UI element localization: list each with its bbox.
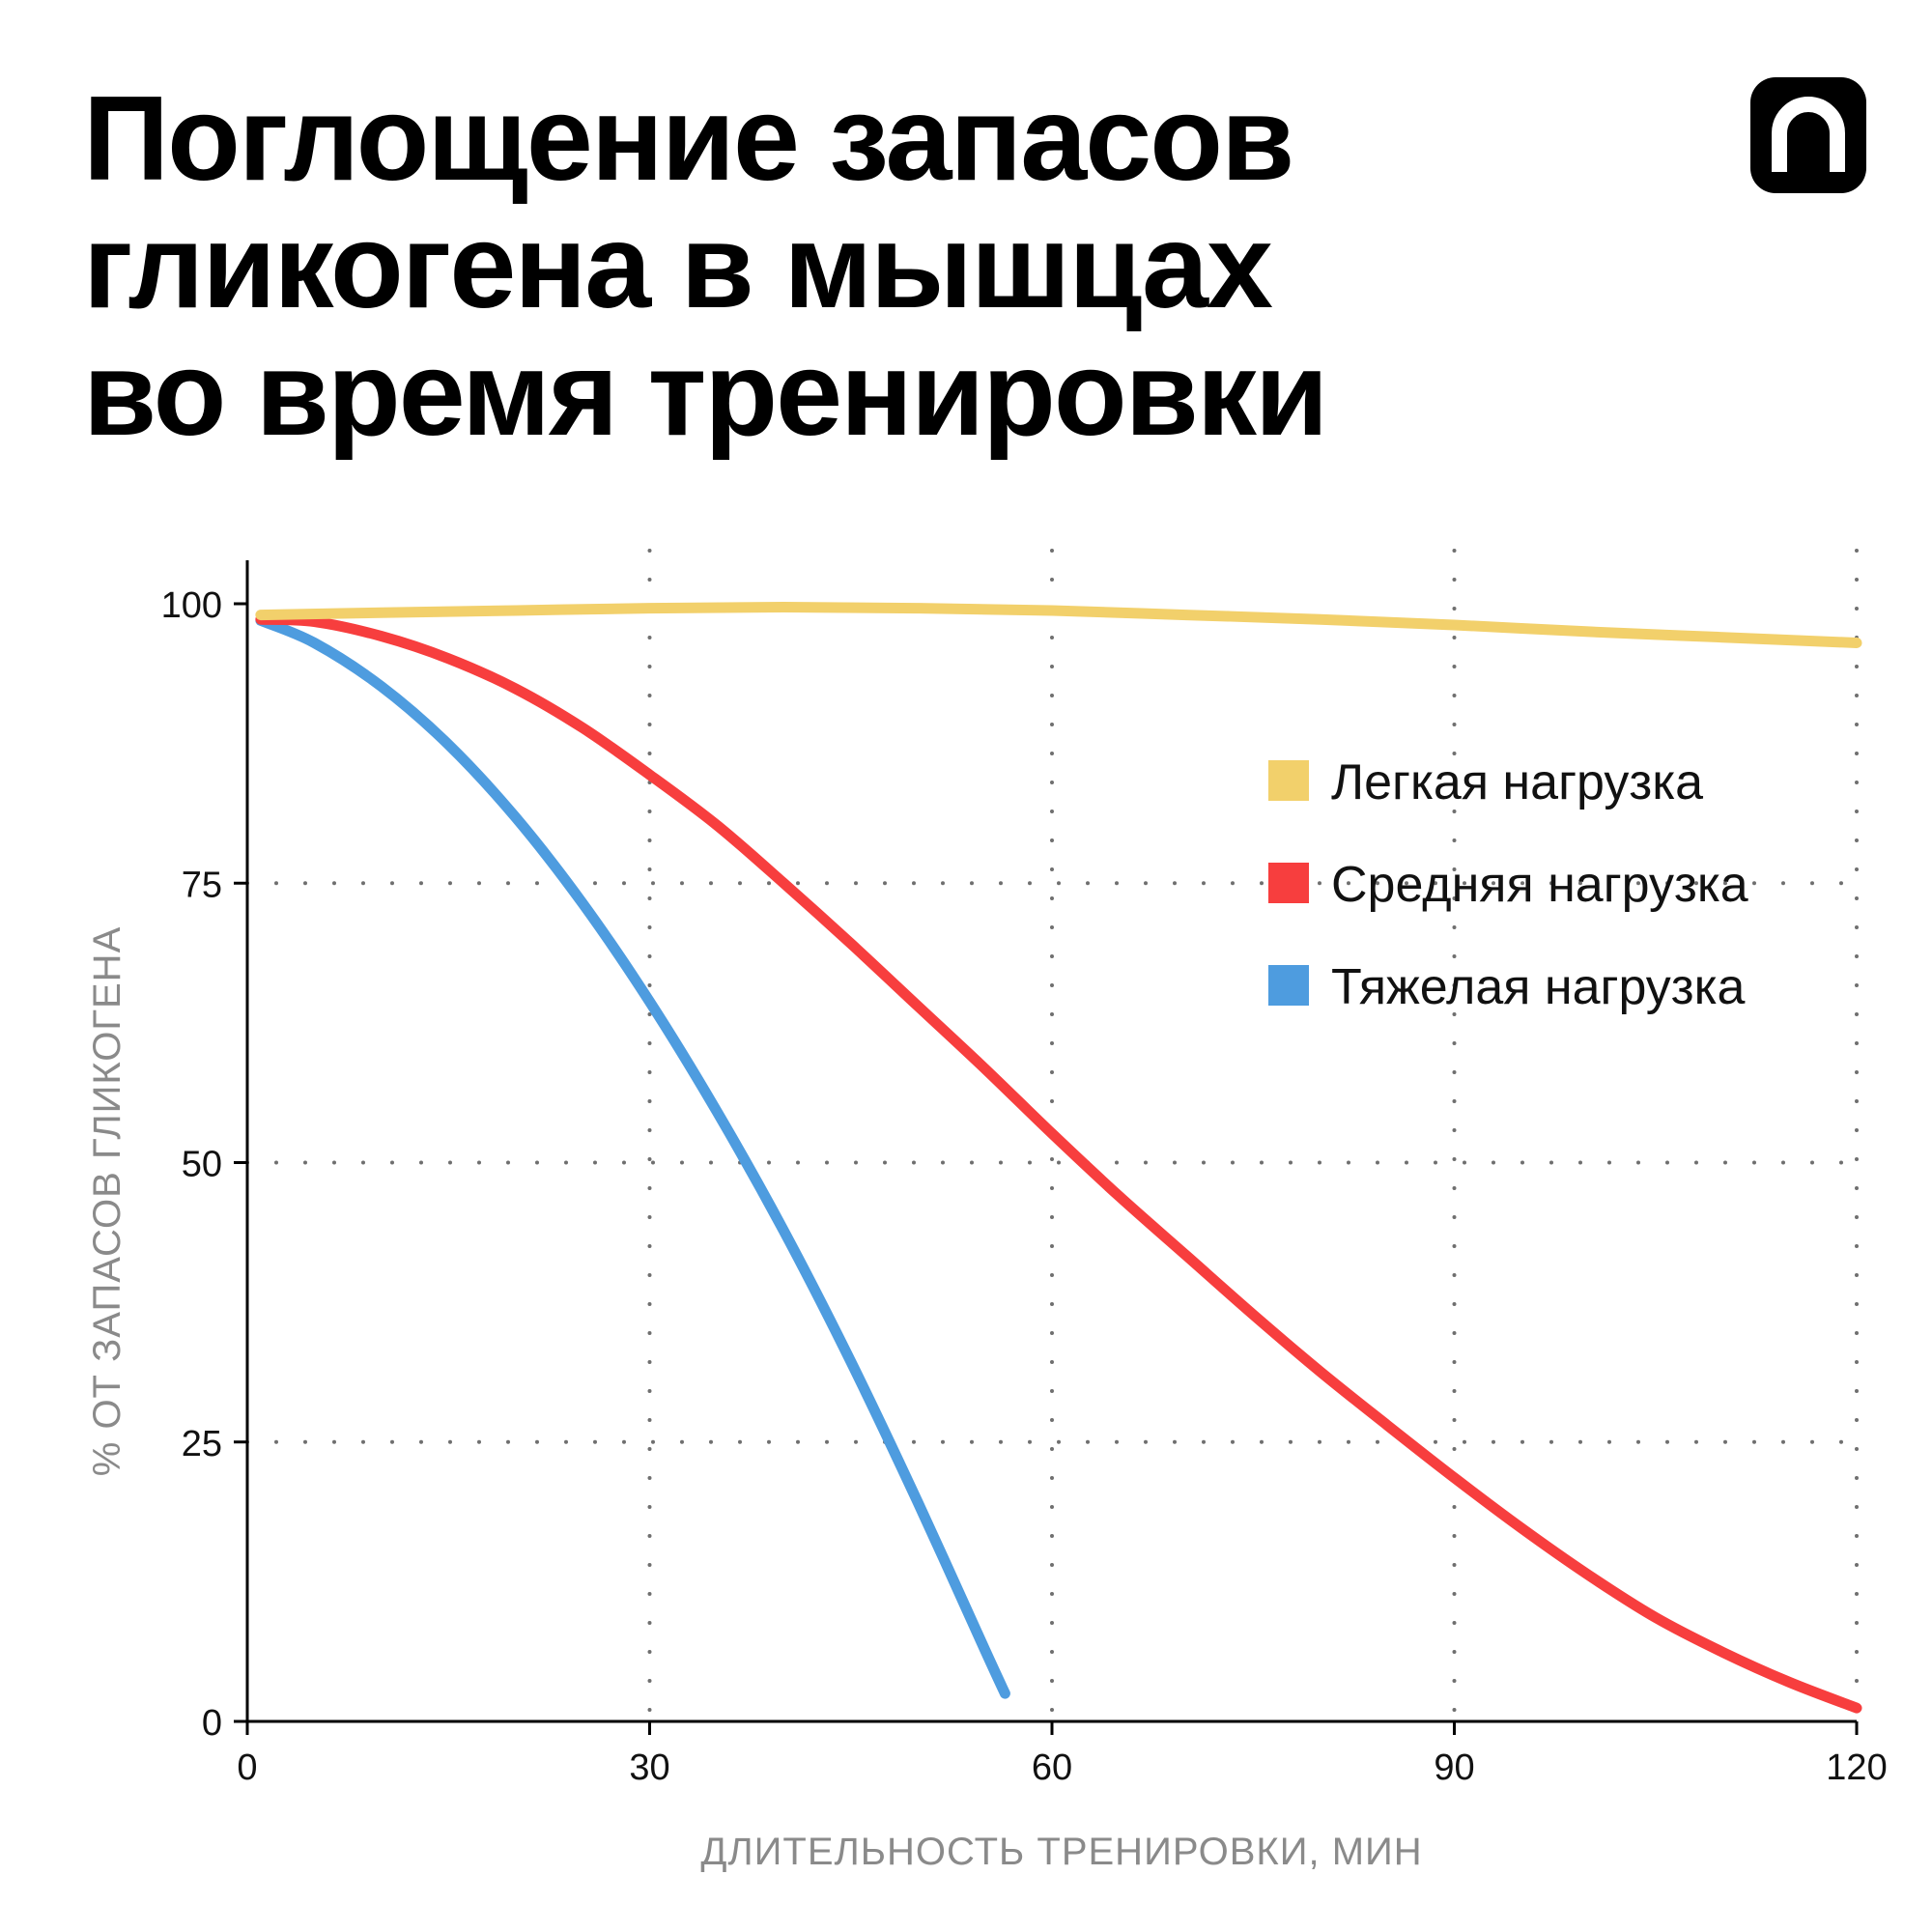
- x-tick-label: 120: [1826, 1747, 1887, 1788]
- axes: 0 25 50 75 100 0 30 60 90 120 ДЛИТЕЛЬНОСТЬ ТРЕНИРО…: [86, 560, 1888, 1873]
- legend: Легкая нагрузка Средняя нагрузка Тяжелая н…: [1268, 754, 1748, 1015]
- chart-title-line-1: Поглощение запасов: [83, 72, 1294, 206]
- y-tick-label: 50: [182, 1145, 222, 1185]
- y-axis-title: % ОТ ЗАПАСОВ ГЛИКОГЕНА: [86, 926, 128, 1476]
- x-tick-label: 30: [629, 1747, 669, 1788]
- series-line-1: [255, 601, 1862, 648]
- series: [255, 601, 1862, 1714]
- legend-label-1: Легкая нагрузка: [1331, 754, 1703, 810]
- series-line-3: [255, 614, 1010, 1699]
- y-tick-label: 100: [161, 585, 222, 626]
- series-line-2: [255, 613, 1862, 1714]
- chart-title: Поглощение запасов гликогена в мышцах во…: [83, 75, 1629, 458]
- legend-swatch-3: [1268, 965, 1309, 1006]
- y-tick-label: 75: [182, 865, 222, 905]
- x-tick-label: 60: [1032, 1747, 1072, 1788]
- legend-label-3: Тяжелая нагрузка: [1331, 959, 1746, 1015]
- x-tick-label: 90: [1434, 1747, 1474, 1788]
- legend-swatch-1: [1268, 760, 1309, 801]
- chart-title-line-3: во время тренировки: [83, 327, 1328, 461]
- x-tick-label: 0: [237, 1747, 257, 1788]
- legend-swatch-2: [1268, 863, 1309, 903]
- y-tick-label: 0: [202, 1703, 222, 1744]
- x-axis-title: ДЛИТЕЛЬНОСТЬ ТРЕНИРОВКИ, МИН: [700, 1831, 1422, 1873]
- chart-title-line-2: гликогена в мышцах: [83, 200, 1273, 333]
- legend-label-2: Средняя нагрузка: [1331, 857, 1748, 913]
- y-tick-label: 25: [182, 1424, 222, 1464]
- arch-logo-icon: [1750, 77, 1866, 193]
